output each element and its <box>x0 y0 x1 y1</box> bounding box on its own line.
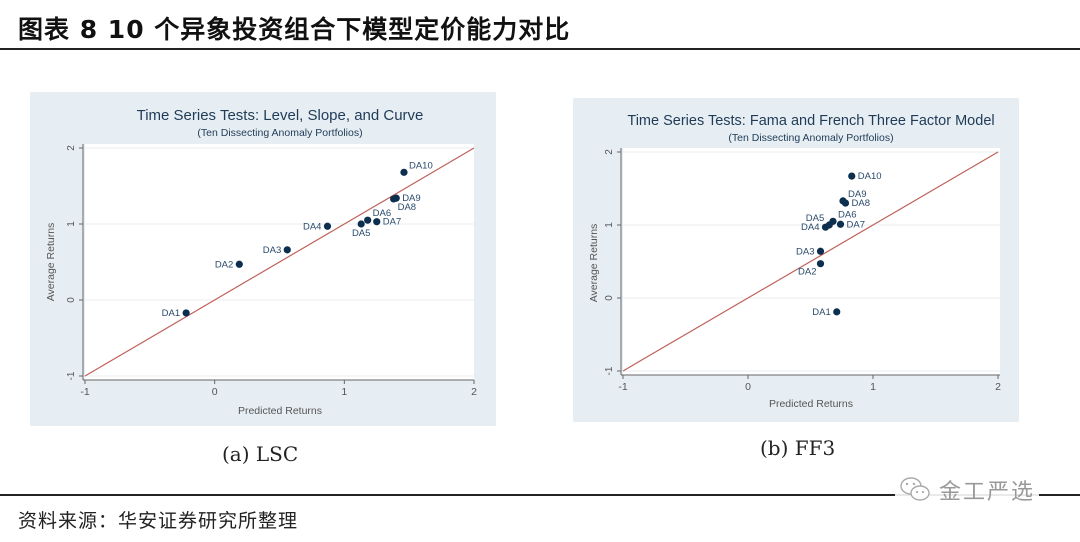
caption-lsc: (a) LSC <box>222 442 299 466</box>
point-label: DA1 <box>162 308 180 319</box>
x-tick-label: 1 <box>870 381 876 393</box>
chart-panel-lsc: Time Series Tests: Level, Slope, and Cur… <box>30 92 496 426</box>
chart-title: Time Series Tests: Level, Slope, and Cur… <box>137 107 424 124</box>
caption-ff3: (b) FF3 <box>760 436 836 460</box>
reference-line-45deg <box>622 151 999 372</box>
x-tick-label: 2 <box>995 381 1001 393</box>
data-point-da10 <box>848 172 856 180</box>
data-point-da7 <box>836 220 845 228</box>
watermark: 金工严选 <box>895 474 1040 506</box>
y-tick-label: 1 <box>604 222 615 228</box>
data-point-da2 <box>235 260 243 268</box>
chart-title: Time Series Tests: Fama and French Three… <box>627 113 994 129</box>
y-axis-label: Average Returns <box>45 223 57 302</box>
watermark-text: 金工严选 <box>939 480 1036 505</box>
source-note: 资料来源：华安证券研究所整理 <box>18 510 299 532</box>
data-point-da4 <box>323 222 332 230</box>
y-axis-label: Average Returns <box>588 224 600 303</box>
x-tick-label: 0 <box>745 381 751 393</box>
x-axis-label: Predicted Returns <box>238 405 322 417</box>
bottom-divider <box>0 494 1080 496</box>
data-point-da9 <box>392 194 400 202</box>
data-point-da1 <box>182 309 190 317</box>
point-label: DA6 <box>373 208 391 219</box>
point-label: DA2 <box>215 259 233 270</box>
point-label: DA9 <box>402 193 420 204</box>
y-tick-label: 0 <box>66 297 77 303</box>
data-point-da6 <box>829 217 837 225</box>
data-point-da7 <box>373 218 381 226</box>
point-label: DA3 <box>796 246 814 257</box>
scatter-chart-lsc: Time Series Tests: Level, Slope, and Cur… <box>45 107 477 417</box>
y-tick-label: 0 <box>604 295 615 301</box>
x-tick-label: 0 <box>212 386 218 398</box>
point-label: DA5 <box>352 228 370 239</box>
y-tick-label: 2 <box>66 145 77 151</box>
point-label: DA2 <box>798 267 816 278</box>
data-point-da2 <box>816 260 825 268</box>
point-label: DA3 <box>263 245 281 256</box>
data-point-da3 <box>283 246 291 254</box>
x-axis-label: Predicted Returns <box>769 398 853 410</box>
data-point-da5 <box>357 220 365 228</box>
chart-panel-ff3: Time Series Tests: Fama and French Three… <box>573 98 1019 422</box>
data-point-da9 <box>839 197 847 205</box>
reference-line-45deg <box>84 147 475 377</box>
point-label: DA8 <box>852 198 870 209</box>
point-label: DA1 <box>812 307 830 318</box>
y-tick-label: 2 <box>604 149 615 155</box>
data-point-da6 <box>364 216 372 224</box>
chart-subtitle: (Ten Dissecting Anomaly Portfolios) <box>728 132 893 144</box>
data-point-da1 <box>833 308 841 316</box>
x-tick-label: -1 <box>618 381 627 393</box>
y-tick-label: -1 <box>604 366 615 375</box>
point-label: DA4 <box>801 222 819 233</box>
point-label: DA10 <box>858 171 882 182</box>
point-label: DA7 <box>383 217 401 228</box>
top-divider <box>0 48 1080 50</box>
point-label: DA9 <box>848 189 866 200</box>
x-tick-label: 1 <box>341 386 347 398</box>
x-tick-label: 2 <box>471 386 477 398</box>
scatter-chart-ff3: Time Series Tests: Fama and French Three… <box>588 113 1001 410</box>
y-tick-label: -1 <box>66 371 77 380</box>
x-tick-label: -1 <box>80 386 89 398</box>
point-label: DA5 <box>806 213 824 224</box>
y-tick-label: 1 <box>66 221 77 227</box>
data-point-da3 <box>816 247 825 255</box>
point-label: DA4 <box>303 221 321 232</box>
data-point-da10 <box>400 168 408 176</box>
point-label: DA8 <box>398 202 416 213</box>
point-label: DA7 <box>847 219 865 230</box>
wechat-icon <box>900 477 930 501</box>
point-label: DA10 <box>409 160 433 171</box>
figure-title: 图表 8 10 个异象投资组合下模型定价能力对比 <box>18 15 571 44</box>
point-label: DA6 <box>838 209 856 220</box>
chart-subtitle: (Ten Dissecting Anomaly Portfolios) <box>197 127 362 139</box>
